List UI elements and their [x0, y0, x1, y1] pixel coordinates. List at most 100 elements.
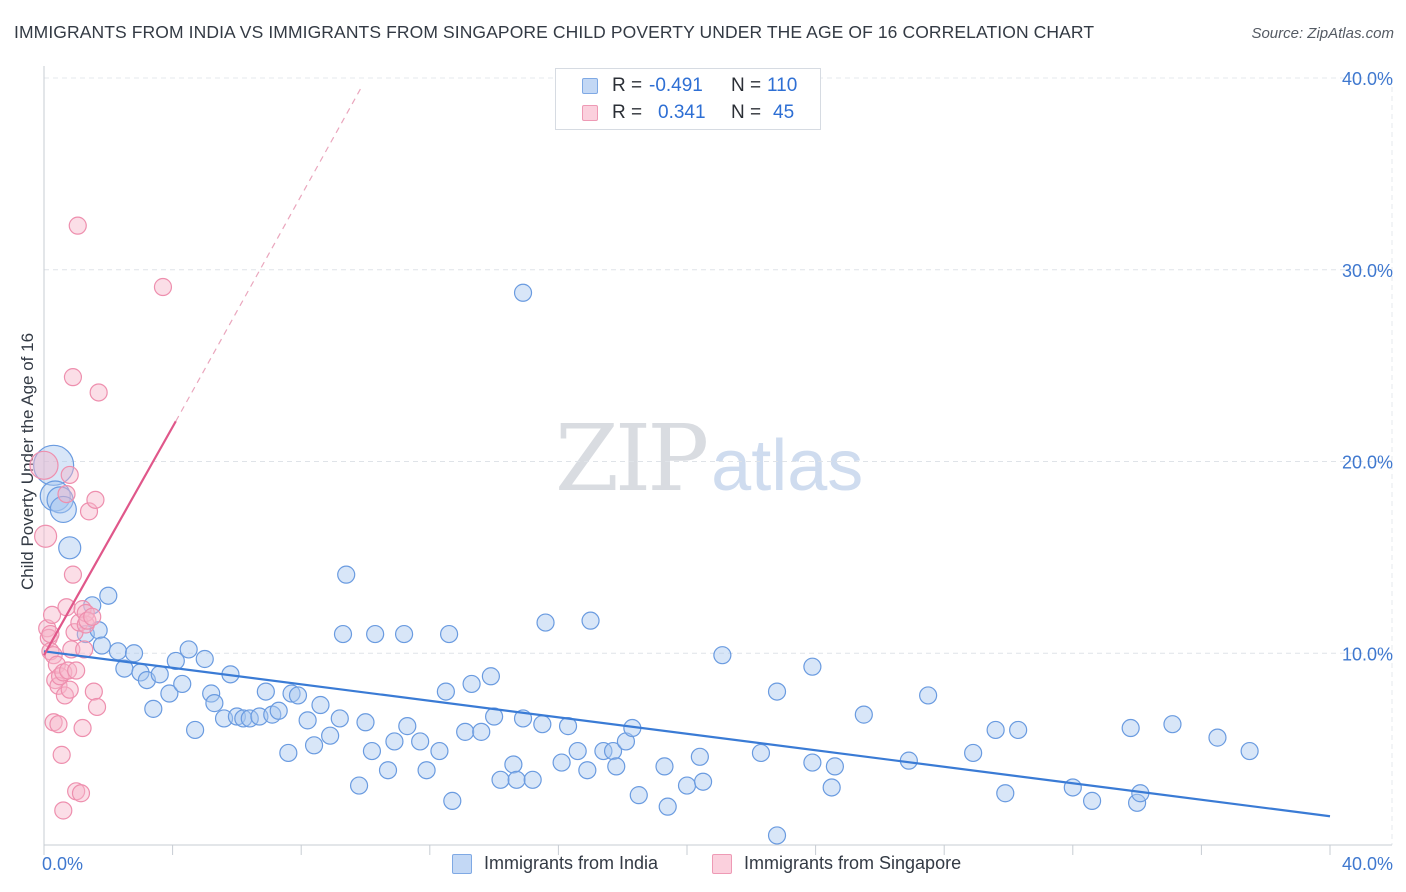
- legend-r-label: R =: [612, 102, 643, 123]
- india-point: [349, 776, 369, 795]
- chart-title: IMMIGRANTS FROM INDIA VS IMMIGRANTS FROM…: [14, 22, 1095, 42]
- singapore-point: [60, 680, 79, 699]
- india-point: [536, 613, 555, 632]
- bottom-legend-label-india: Immigrants from India: [484, 853, 659, 873]
- india-point: [378, 761, 398, 780]
- india-point: [304, 736, 324, 755]
- singapore-point: [49, 715, 68, 734]
- source-label: Source: ZipAtlas.com: [1251, 25, 1394, 42]
- singapore-point: [52, 745, 71, 764]
- singapore-point: [87, 697, 107, 717]
- india-point: [356, 713, 375, 732]
- india-point: [629, 786, 648, 805]
- india-point: [581, 611, 600, 630]
- india-point: [658, 797, 677, 816]
- india-point: [124, 644, 144, 663]
- india-point: [472, 722, 491, 741]
- india-point: [398, 717, 417, 736]
- legend-r-value: -0.491: [649, 75, 703, 96]
- india-point: [311, 695, 330, 715]
- singapore-point: [89, 383, 108, 402]
- india-point: [298, 711, 317, 730]
- singapore-point: [83, 607, 102, 626]
- india-point: [1127, 793, 1147, 812]
- legend-n-value: 110: [767, 75, 798, 96]
- india-point: [186, 720, 205, 740]
- india-point: [430, 741, 449, 761]
- singapore-point: [153, 277, 173, 297]
- legend-row-singapore: R = 0.341 N = 45: [556, 100, 820, 128]
- india-point: [751, 743, 771, 763]
- singapore-trend-extension: [175, 85, 363, 422]
- india-point: [443, 791, 462, 810]
- india-point: [288, 686, 308, 705]
- singapore-point: [55, 686, 74, 705]
- india-point: [173, 674, 192, 694]
- india-point: [1240, 741, 1259, 761]
- india-point: [1082, 791, 1102, 810]
- singapore-point: [57, 484, 76, 504]
- india-point: [690, 747, 709, 766]
- india-point: [417, 761, 436, 780]
- legend-n-label: N =: [731, 102, 762, 123]
- legend-r-label: R =: [612, 75, 643, 96]
- legend-row-india: R = -0.491 N = 110: [556, 73, 820, 101]
- india-point: [919, 686, 938, 705]
- legend-swatch-india: [582, 78, 598, 94]
- india-point: [533, 715, 552, 734]
- india-point: [713, 646, 732, 665]
- india-point: [491, 770, 510, 789]
- india-point: [822, 778, 841, 797]
- india-point: [144, 699, 163, 718]
- y-tick-label: 40.0%: [1342, 69, 1393, 89]
- india-point: [996, 784, 1015, 803]
- y-tick-label: 30.0%: [1342, 261, 1393, 281]
- india-point: [693, 772, 713, 791]
- india-point: [677, 776, 697, 795]
- india-point: [825, 757, 844, 776]
- correlation-legend: R = -0.491 N = 110 R = 0.341 N = 45: [555, 68, 821, 130]
- india-point: [552, 753, 571, 772]
- y-tick-label: 10.0%: [1342, 644, 1393, 664]
- india-point: [986, 720, 1005, 740]
- y-tick-label: 20.0%: [1342, 453, 1393, 473]
- singapore-point: [68, 216, 87, 235]
- india-point: [504, 755, 523, 774]
- india-point: [321, 726, 340, 745]
- india-point: [234, 709, 253, 728]
- india-point: [282, 684, 301, 703]
- india-point: [523, 770, 542, 789]
- legend-r-value: 0.341: [658, 102, 706, 123]
- india-point: [507, 770, 526, 789]
- singapore-point: [79, 502, 99, 521]
- india-point: [366, 624, 385, 644]
- india-point: [394, 624, 414, 644]
- india-point: [462, 674, 481, 694]
- india-point: [803, 657, 822, 676]
- india-point: [58, 536, 82, 560]
- legend-n-value: 45: [773, 102, 795, 123]
- legend-swatch-singapore: [582, 105, 598, 121]
- india-point: [1121, 718, 1140, 738]
- india-point: [411, 732, 430, 751]
- india-point: [594, 741, 613, 761]
- india-point: [767, 682, 787, 701]
- india-trend-line: [43, 650, 1331, 818]
- india-point: [803, 753, 822, 772]
- singapore-point: [29, 450, 59, 480]
- singapore-point: [71, 784, 91, 803]
- singapore-point: [42, 605, 62, 625]
- india-point: [108, 642, 128, 661]
- india-point: [99, 586, 118, 605]
- bottom-legend-swatch-india: [452, 854, 472, 874]
- india-point: [1009, 720, 1028, 740]
- legend-n-label: N =: [731, 75, 762, 96]
- india-point: [513, 283, 533, 302]
- india-point: [603, 741, 623, 761]
- india-point: [160, 684, 179, 703]
- india-point: [202, 684, 221, 703]
- singapore-point: [84, 682, 103, 701]
- india-point: [607, 757, 626, 776]
- india-point: [362, 741, 382, 761]
- singapore-point: [34, 524, 58, 548]
